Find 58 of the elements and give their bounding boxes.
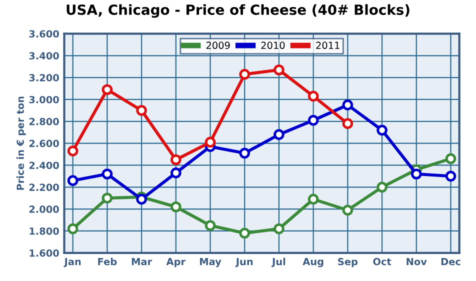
y-tick-label: 2.000 <box>29 206 59 213</box>
y-tick-label: 3.400 <box>29 52 59 60</box>
x-tick-label: Sep <box>338 258 358 268</box>
point <box>239 148 250 159</box>
point <box>308 194 319 205</box>
point <box>342 204 354 216</box>
point <box>102 84 113 96</box>
x-tick-label: Mar <box>132 258 152 266</box>
y-tick-label: 2.200 <box>29 184 59 191</box>
point <box>136 105 147 116</box>
y-axis-title: Price in € per ton <box>16 96 26 190</box>
y-tick-label: 1.800 <box>30 227 59 235</box>
y-tick-label: 2.600 <box>29 140 59 148</box>
point <box>342 100 354 110</box>
point <box>376 124 388 136</box>
point <box>102 192 113 204</box>
point <box>274 223 284 234</box>
point <box>308 90 319 102</box>
x-tick-label: Jan <box>64 258 81 268</box>
point <box>445 153 456 164</box>
point <box>342 118 354 129</box>
x-tick-label: Feb <box>98 258 117 266</box>
x-tick-label: Jun <box>235 258 253 268</box>
point <box>239 228 250 239</box>
y-tick-label: 3.000 <box>29 96 59 104</box>
point <box>445 170 456 182</box>
point <box>136 194 147 205</box>
legend-label: 2009 <box>206 42 230 50</box>
point <box>67 223 78 234</box>
y-tick-label: 2.400 <box>29 162 59 170</box>
x-tick-label: May <box>200 258 222 268</box>
y-tick-label: 3.200 <box>29 74 59 82</box>
point <box>204 136 216 148</box>
point <box>274 64 284 76</box>
point <box>170 154 182 166</box>
y-tick-label: 3.600 <box>29 30 59 38</box>
chart-title: USA, Chicago - Price of Cheese (40# Blocks) <box>66 4 410 18</box>
x-tick-label: Dec <box>441 258 460 266</box>
y-tick-label: 2.800 <box>29 118 59 126</box>
point <box>204 220 216 231</box>
y-tick-label: 1.600 <box>30 249 59 257</box>
legend-label: 2010 <box>261 42 285 50</box>
legend-label: 2011 <box>316 42 340 50</box>
x-tick-label: Jul <box>271 258 286 268</box>
x-tick-label: Apr <box>166 258 186 268</box>
x-tick-label: Aug <box>302 258 324 268</box>
point <box>376 182 388 193</box>
point <box>170 201 182 212</box>
point <box>170 167 182 178</box>
point <box>102 168 113 180</box>
point <box>308 114 319 126</box>
point <box>67 175 78 186</box>
point <box>67 146 78 156</box>
point <box>410 168 422 180</box>
point <box>239 68 250 80</box>
point <box>274 129 284 140</box>
x-tick-label: Oct <box>373 258 392 266</box>
x-tick-label: Nov <box>406 258 427 266</box>
